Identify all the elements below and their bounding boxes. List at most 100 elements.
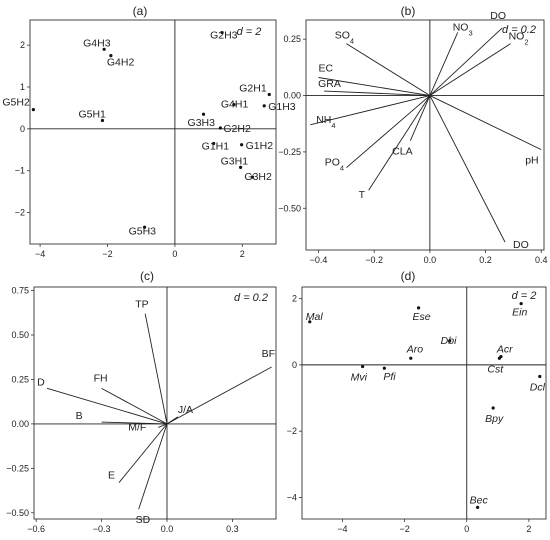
x-tick-label: −4 bbox=[337, 524, 347, 534]
x-tick-label: 2 bbox=[526, 524, 531, 534]
point-g1h1 bbox=[212, 141, 216, 146]
point-g1h2 bbox=[240, 143, 244, 147]
point-dcl bbox=[538, 374, 542, 379]
point-g5h2 bbox=[31, 108, 35, 112]
vector-label-b: B bbox=[76, 410, 83, 422]
point-g2h2 bbox=[218, 126, 222, 130]
vector-label-tp: TP bbox=[135, 299, 148, 311]
point-label-bec: Bec bbox=[470, 494, 489, 506]
point-g4h3 bbox=[102, 47, 106, 51]
vector-label-sd: SD bbox=[136, 514, 151, 526]
vector-b bbox=[101, 421, 168, 425]
y-tick-label: 2 bbox=[20, 40, 25, 50]
vector-label-do: DO bbox=[490, 10, 506, 22]
y-tick-label: 0.50 bbox=[11, 330, 29, 340]
vector-label-fh: FH bbox=[94, 372, 108, 384]
point-label-g5h3: G5H3 bbox=[129, 225, 157, 237]
vector-gra bbox=[324, 90, 430, 96]
x-tick-label: 0.2 bbox=[479, 255, 492, 265]
panel-d-frame bbox=[301, 286, 547, 520]
x-tick-label: 2 bbox=[240, 249, 245, 259]
point-label-acr: Acr bbox=[496, 344, 513, 356]
vector-do bbox=[429, 27, 503, 96]
vector-label-so4: SO4 bbox=[335, 30, 354, 46]
panel-c: (c) d = 0.2 −0.6 −0.3 0.0 0.3 0.75 0.50 0.25 0.… bbox=[6, 269, 277, 534]
vector-sd bbox=[138, 423, 168, 510]
y-tick-label: 0.25 bbox=[283, 34, 301, 44]
point-label-g5h2: G5H2 bbox=[2, 97, 30, 109]
point-label-cst: Cst bbox=[487, 363, 504, 375]
vector-e bbox=[118, 423, 168, 483]
point-g4h1 bbox=[232, 102, 236, 107]
x-tick-label: −2 bbox=[102, 249, 112, 259]
point-label-g3h2: G3H2 bbox=[244, 171, 272, 183]
x-tick-label: −0.6 bbox=[27, 524, 45, 534]
vector-label-gra: GRA bbox=[318, 78, 341, 90]
vector-label-t: T bbox=[359, 189, 366, 201]
x-tick-label: 0 bbox=[464, 524, 469, 534]
point-label-bpy: Bpy bbox=[485, 413, 504, 425]
panel-d-scale-note: d = 2 bbox=[512, 290, 537, 302]
panel-a-scale-note: d = 2 bbox=[237, 26, 262, 38]
y-tick-label: 2 bbox=[292, 294, 297, 304]
y-tick-label: −1 bbox=[15, 166, 25, 176]
x-tick-label: −0.4 bbox=[310, 255, 328, 265]
x-tick-label: 0.0 bbox=[424, 255, 437, 265]
y-tick-label: 0.25 bbox=[11, 374, 29, 384]
point-ese bbox=[416, 306, 421, 310]
point-label-ese: Ese bbox=[413, 311, 431, 323]
point-mvi bbox=[361, 364, 365, 369]
point-label-g1h3: G1H3 bbox=[268, 101, 296, 113]
point-g4h2 bbox=[109, 53, 113, 58]
vector-label-bf: BF bbox=[262, 348, 275, 360]
point-label-g4h3: G4H3 bbox=[83, 37, 111, 49]
point-label-g4h2: G4H2 bbox=[107, 57, 135, 69]
point-g3h2 bbox=[250, 175, 255, 179]
panel-d: (d) d = 2 −4 −2 0 2 2 0 −2 −4 Mal Ese Dbi Aro Mvi Pfi… bbox=[287, 269, 547, 534]
y-tick-label: 0 bbox=[20, 124, 25, 134]
panel-a-title: (a) bbox=[133, 4, 148, 18]
y-tick-label: −0.25 bbox=[278, 147, 301, 157]
y-tick-label: −0.50 bbox=[278, 203, 301, 213]
vector-label-no3: NO3 bbox=[453, 21, 473, 37]
point-g3h1 bbox=[239, 165, 243, 169]
vector-label-no2: NO2 bbox=[509, 31, 529, 47]
vector-tp bbox=[144, 313, 168, 424]
point-label-ein: Ein bbox=[512, 307, 527, 319]
point-bpy bbox=[491, 406, 495, 410]
x-tick-label: 0.0 bbox=[161, 524, 174, 534]
x-tick-label: −4 bbox=[35, 249, 45, 259]
vector-nh4 bbox=[310, 95, 430, 126]
point-cst bbox=[497, 356, 501, 360]
vector-d bbox=[46, 387, 168, 425]
y-tick-label: 0 bbox=[292, 360, 297, 370]
vector-label-j-a: J/A bbox=[178, 404, 193, 416]
vector-label-e: E bbox=[108, 470, 115, 482]
point-g3h3 bbox=[201, 112, 206, 116]
vector-ph bbox=[429, 95, 542, 151]
vector-no3 bbox=[429, 32, 459, 96]
panel-c-frame bbox=[33, 286, 277, 520]
x-tick-label: 0 bbox=[172, 249, 177, 259]
y-tick-label: −0.25 bbox=[6, 463, 29, 473]
point-g1h3 bbox=[262, 104, 266, 108]
point-pfi bbox=[382, 366, 386, 370]
panel-b-scale-note: d = 0.2 bbox=[502, 24, 536, 36]
y-tick-label: −2 bbox=[15, 208, 25, 218]
point-g2h1 bbox=[267, 92, 271, 97]
point-label-g3h3: G3H3 bbox=[188, 117, 216, 129]
point-label-g1h2: G1H2 bbox=[246, 140, 274, 152]
point-label-g1h1: G1H1 bbox=[202, 141, 230, 153]
point-bec bbox=[476, 505, 480, 509]
point-label-mvi: Mvi bbox=[351, 372, 368, 384]
y-tick-label: −4 bbox=[287, 492, 297, 502]
vector-m-f bbox=[158, 423, 168, 428]
panel-a-frame bbox=[29, 19, 277, 245]
panel-a: (a) d = 2 −4 −2 0 2−2−1012G2H3G4H3G4H2G2H1G… bbox=[2, 4, 295, 259]
x-tick-label: 0.4 bbox=[535, 255, 548, 265]
point-g2h3 bbox=[220, 30, 224, 35]
vector-no2 bbox=[429, 43, 511, 96]
point-aro bbox=[409, 356, 413, 360]
point-label-g2h1: G2H1 bbox=[239, 83, 267, 95]
